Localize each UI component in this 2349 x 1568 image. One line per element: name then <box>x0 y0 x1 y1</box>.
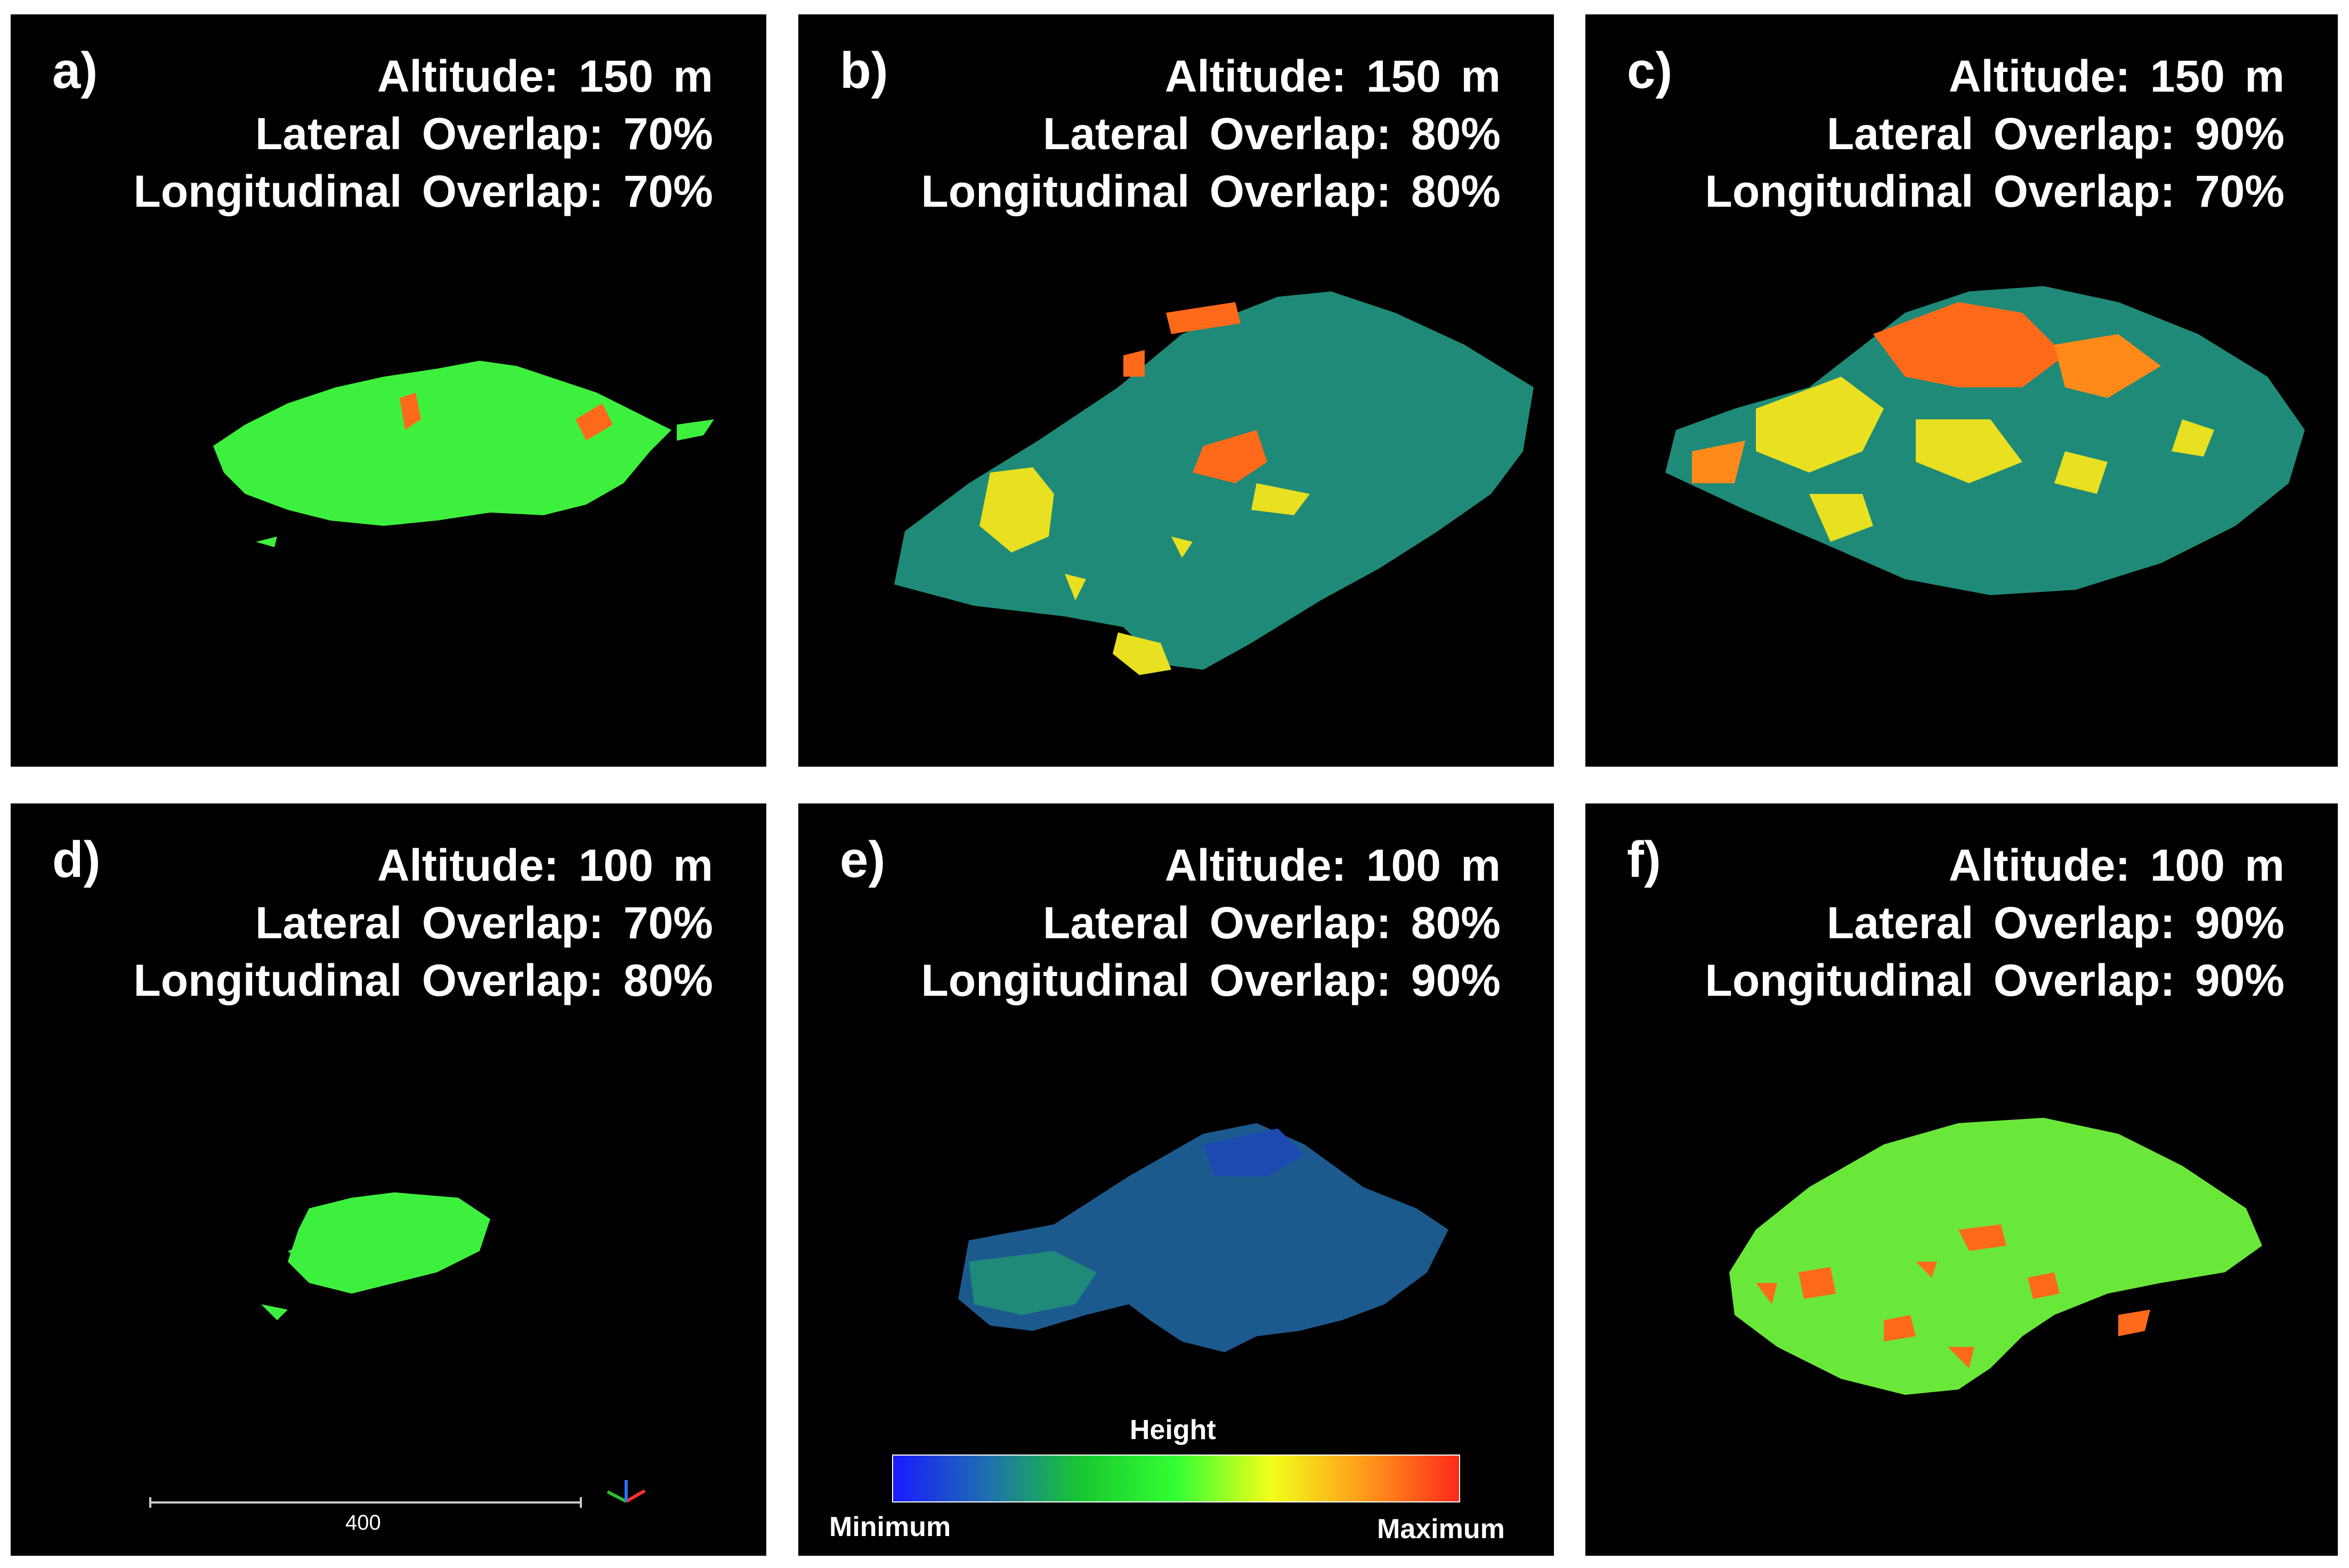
longitudinal-overlap-text: Longitudinal Overlap: 80% <box>133 955 713 1005</box>
panel-b: b) Altitude: 150 m Lateral Overlap: 80% … <box>798 14 1554 767</box>
panel-label: f) <box>1627 831 1661 888</box>
panel-label: a) <box>52 42 98 99</box>
panel-f: f) Altitude: 100 m Lateral Overlap: 90% … <box>1585 803 2338 1556</box>
lateral-overlap-text: Lateral Overlap: 80% <box>1042 898 1501 948</box>
altitude-text: Altitude: 100 m <box>1164 840 1501 890</box>
panel-info: Altitude: 150 m Lateral Overlap: 90% Lon… <box>1705 47 2285 220</box>
panel-e: e) Altitude: 100 m Lateral Overlap: 80% … <box>798 803 1554 1556</box>
lateral-overlap-text: Lateral Overlap: 90% <box>1826 898 2285 948</box>
altitude-text: Altitude: 150 m <box>1164 51 1501 101</box>
lateral-overlap-text: Lateral Overlap: 70% <box>255 898 713 948</box>
legend-title: Height <box>1130 1415 1216 1445</box>
altitude-text: Altitude: 150 m <box>1948 51 2285 101</box>
legend-min-label: Minimum <box>829 1512 951 1542</box>
panel-label: b) <box>840 42 888 99</box>
longitudinal-overlap-text: Longitudinal Overlap: 70% <box>133 166 713 216</box>
altitude-text: Altitude: 150 m <box>377 51 713 101</box>
panel-label: d) <box>52 831 101 888</box>
point-cloud-c <box>1665 286 2305 595</box>
panel-a: a) Altitude: 150 m Lateral Overlap: 70% … <box>11 14 766 767</box>
panel-label: e) <box>840 831 886 888</box>
panel-d: d) Altitude: 100 m Lateral Overlap: 70% … <box>11 803 766 1556</box>
panel-label: c) <box>1627 42 1673 99</box>
panel-info: Altitude: 150 m Lateral Overlap: 80% Lon… <box>921 47 1501 220</box>
point-cloud-d <box>149 1192 646 1508</box>
point-cloud-e <box>958 1123 1448 1352</box>
lateral-overlap-text: Lateral Overlap: 80% <box>1042 109 1501 159</box>
longitudinal-overlap-text: Longitudinal Overlap: 90% <box>1705 955 2285 1005</box>
point-cloud-b <box>894 291 1534 675</box>
longitudinal-overlap-text: Longitudinal Overlap: 70% <box>1705 166 2285 216</box>
lateral-overlap-text: Lateral Overlap: 90% <box>1826 109 2285 159</box>
point-cloud-f <box>1729 1118 2262 1395</box>
panel-info: Altitude: 100 m Lateral Overlap: 70% Lon… <box>134 836 713 1009</box>
altitude-text: Altitude: 100 m <box>1948 840 2285 890</box>
legend-max-label: Maximum <box>1377 1514 1505 1545</box>
longitudinal-overlap-text: Longitudinal Overlap: 90% <box>921 955 1501 1005</box>
longitudinal-overlap-text: Longitudinal Overlap: 80% <box>921 166 1501 216</box>
panel-info: Altitude: 100 m Lateral Overlap: 90% Lon… <box>1705 836 2285 1009</box>
altitude-text: Altitude: 100 m <box>377 840 713 890</box>
panel-info: Altitude: 100 m Lateral Overlap: 80% Lon… <box>921 836 1501 1009</box>
point-cloud-a <box>213 361 714 547</box>
panel-info: Altitude: 150 m Lateral Overlap: 70% Lon… <box>134 47 713 220</box>
panel-c: c) Altitude: 150 m Lateral Overlap: 90% … <box>1585 14 2338 767</box>
scale-bar-label: 400 <box>345 1511 381 1534</box>
height-colorbar <box>892 1455 1460 1502</box>
lateral-overlap-text: Lateral Overlap: 70% <box>255 109 713 159</box>
